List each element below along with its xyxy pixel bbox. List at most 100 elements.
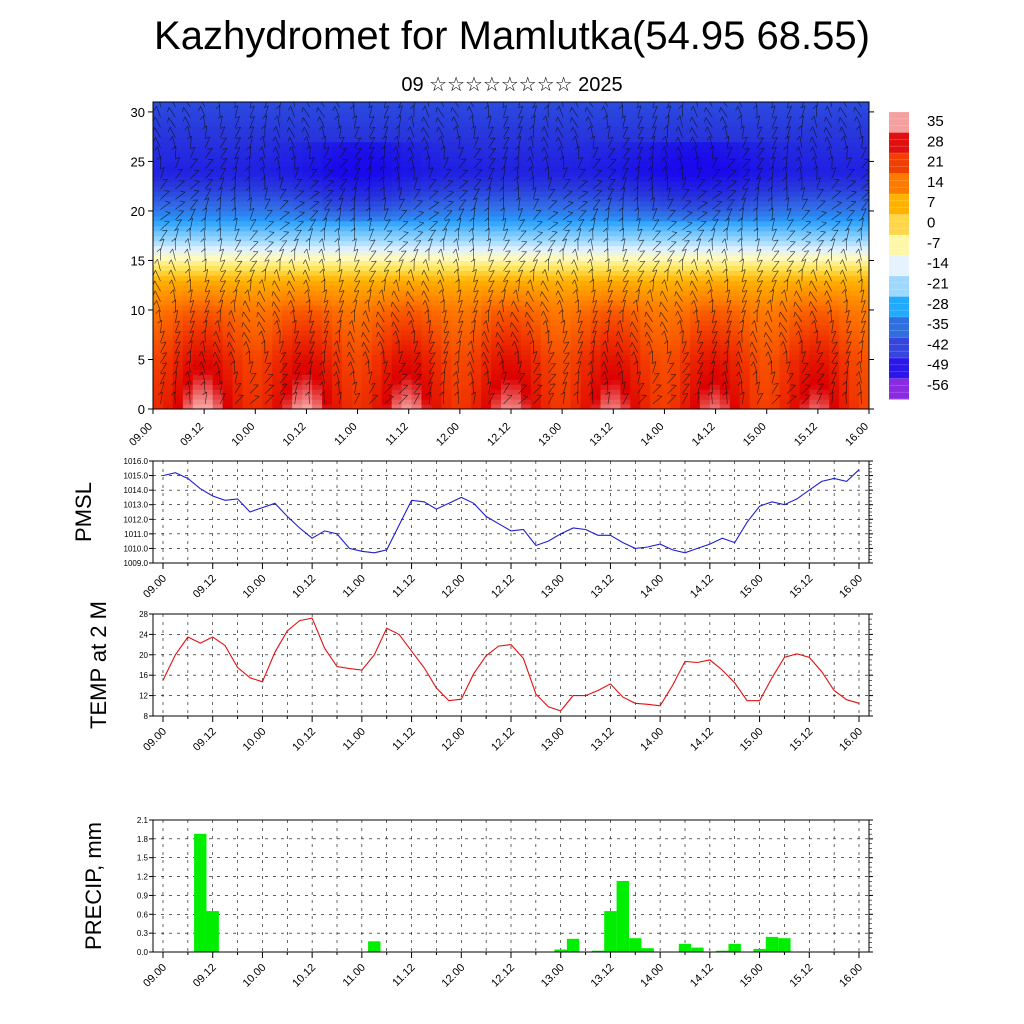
heatmap-cell [471, 235, 482, 242]
heatmap-cell [491, 404, 502, 409]
heatmap-cell [590, 374, 602, 380]
heatmap-cell [491, 324, 502, 331]
heatmap-cell [471, 240, 482, 247]
heatmap-cell [650, 364, 661, 370]
heatmap-cell [351, 334, 363, 341]
heatmap-cell [162, 394, 174, 400]
heatmap-cell [819, 205, 830, 212]
heatmap-cell [162, 141, 174, 148]
heatmap-cell [332, 305, 343, 311]
heatmap-cell [332, 354, 343, 361]
heatmap-cell [699, 121, 711, 128]
heatmap-cell [371, 146, 383, 153]
heatmap-cell [680, 255, 691, 262]
heatmap-cell [511, 191, 522, 197]
heatmap-cell [222, 186, 234, 192]
heatmap-cell [520, 102, 532, 108]
heatmap-cell [590, 384, 602, 390]
heatmap-cell [719, 265, 731, 271]
wind-barb-flag [185, 268, 190, 274]
heatmap-cell [819, 354, 830, 361]
heatmap-cell [481, 285, 492, 291]
heatmap-cell [640, 230, 651, 237]
heatmap-cell [232, 374, 244, 380]
heatmap-cell [719, 399, 731, 405]
wind-barb [249, 126, 255, 138]
heatmap-cell [729, 102, 741, 108]
wind-barb-flag [271, 301, 274, 307]
heatmap-cell [371, 136, 383, 143]
heatmap-cell [540, 309, 552, 316]
heatmap-cell [570, 166, 582, 172]
heatmap-cell [610, 290, 621, 296]
heatmap-cell [222, 181, 234, 187]
heatmap-cell [332, 349, 343, 356]
heatmap-cell [421, 354, 433, 361]
heatmap-cell [341, 349, 353, 356]
heatmap-cell [182, 220, 194, 227]
heatmap-cell [232, 166, 244, 172]
wind-barb [154, 290, 161, 302]
heatmap-cell [789, 201, 800, 207]
heatmap-cell [680, 295, 691, 301]
heatmap-cell [212, 146, 224, 153]
wind-barb [203, 381, 206, 394]
heatmap-cell [441, 309, 452, 316]
heatmap-cell [829, 201, 840, 207]
heatmap-cell [719, 215, 731, 222]
heatmap-cell [859, 404, 869, 409]
heatmap-cell [550, 121, 562, 128]
heatmap-cell [769, 404, 781, 409]
heatmap-cell [461, 171, 472, 177]
heatmap-cell [520, 166, 532, 172]
heatmap-cell [322, 349, 333, 356]
wind-barb [175, 361, 179, 374]
heatmap-cell [699, 275, 711, 281]
wind-barb [159, 102, 161, 108]
heatmap-cell [501, 255, 512, 262]
heatmap-cell [182, 295, 194, 301]
heatmap-cell [799, 136, 810, 143]
heatmap-cell [849, 136, 860, 143]
heatmap-cell [391, 270, 403, 276]
heatmap-cell [322, 285, 333, 291]
heatmap-cell [690, 215, 701, 222]
heatmap-cell [709, 161, 721, 167]
heatmap-cell [590, 404, 602, 409]
heatmap-cell [202, 384, 214, 390]
heatmap-cell [520, 250, 532, 257]
heatmap-cell [341, 270, 353, 276]
heatmap-cell [749, 176, 761, 182]
heatmap-cell [550, 280, 562, 286]
heatmap-cell [431, 285, 442, 291]
heatmap-cell [361, 121, 373, 128]
heatmap-cell [670, 329, 681, 336]
heatmap-cell [729, 404, 741, 409]
wind-barb [204, 320, 208, 333]
heatmap-cell [272, 136, 283, 143]
heatmap-cell [799, 250, 810, 257]
heatmap-cell [610, 329, 621, 336]
heatmap-cell [590, 136, 602, 143]
heatmap-cell [739, 270, 751, 276]
heatmap-cell [620, 255, 631, 262]
heatmap-cell [192, 255, 204, 262]
heatmap-cell [699, 295, 711, 301]
heatmap-cell [401, 349, 413, 356]
heatmap-cell [630, 102, 641, 108]
heatmap-cell [282, 384, 293, 390]
heatmap-cell [610, 191, 621, 197]
wind-barb-flag [234, 279, 240, 283]
heatmap-cell [739, 290, 751, 296]
heatmap-cell [212, 196, 224, 202]
heatmap-cell [491, 265, 502, 271]
heatmap-cell [739, 354, 751, 361]
heatmap-cell [381, 300, 393, 306]
heatmap-cell [361, 131, 373, 138]
heatmap-cell [361, 210, 373, 217]
heatmap-cell [640, 270, 651, 276]
heatmap-cell [769, 245, 781, 252]
heatmap-cell [759, 324, 771, 331]
wind-barb-flag [245, 186, 250, 191]
wind-barb [233, 299, 236, 312]
